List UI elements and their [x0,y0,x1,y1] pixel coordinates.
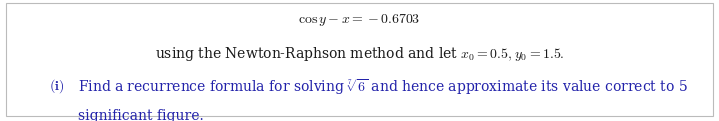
Text: $\cos y - x = -0.6703$: $\cos y - x = -0.6703$ [298,12,421,28]
Text: Find a recurrence formula for solving $\sqrt[7]{6}$ and hence approximate its va: Find a recurrence formula for solving $\… [78,77,687,97]
Text: $\mathbf{(i)}$: $\mathbf{(i)}$ [49,77,64,95]
Text: significant figure.: significant figure. [78,109,203,121]
Text: using the Newton-Raphson method and let $x_0 = 0.5, y_0 = 1.5.$: using the Newton-Raphson method and let … [155,45,564,63]
FancyBboxPatch shape [6,3,713,116]
